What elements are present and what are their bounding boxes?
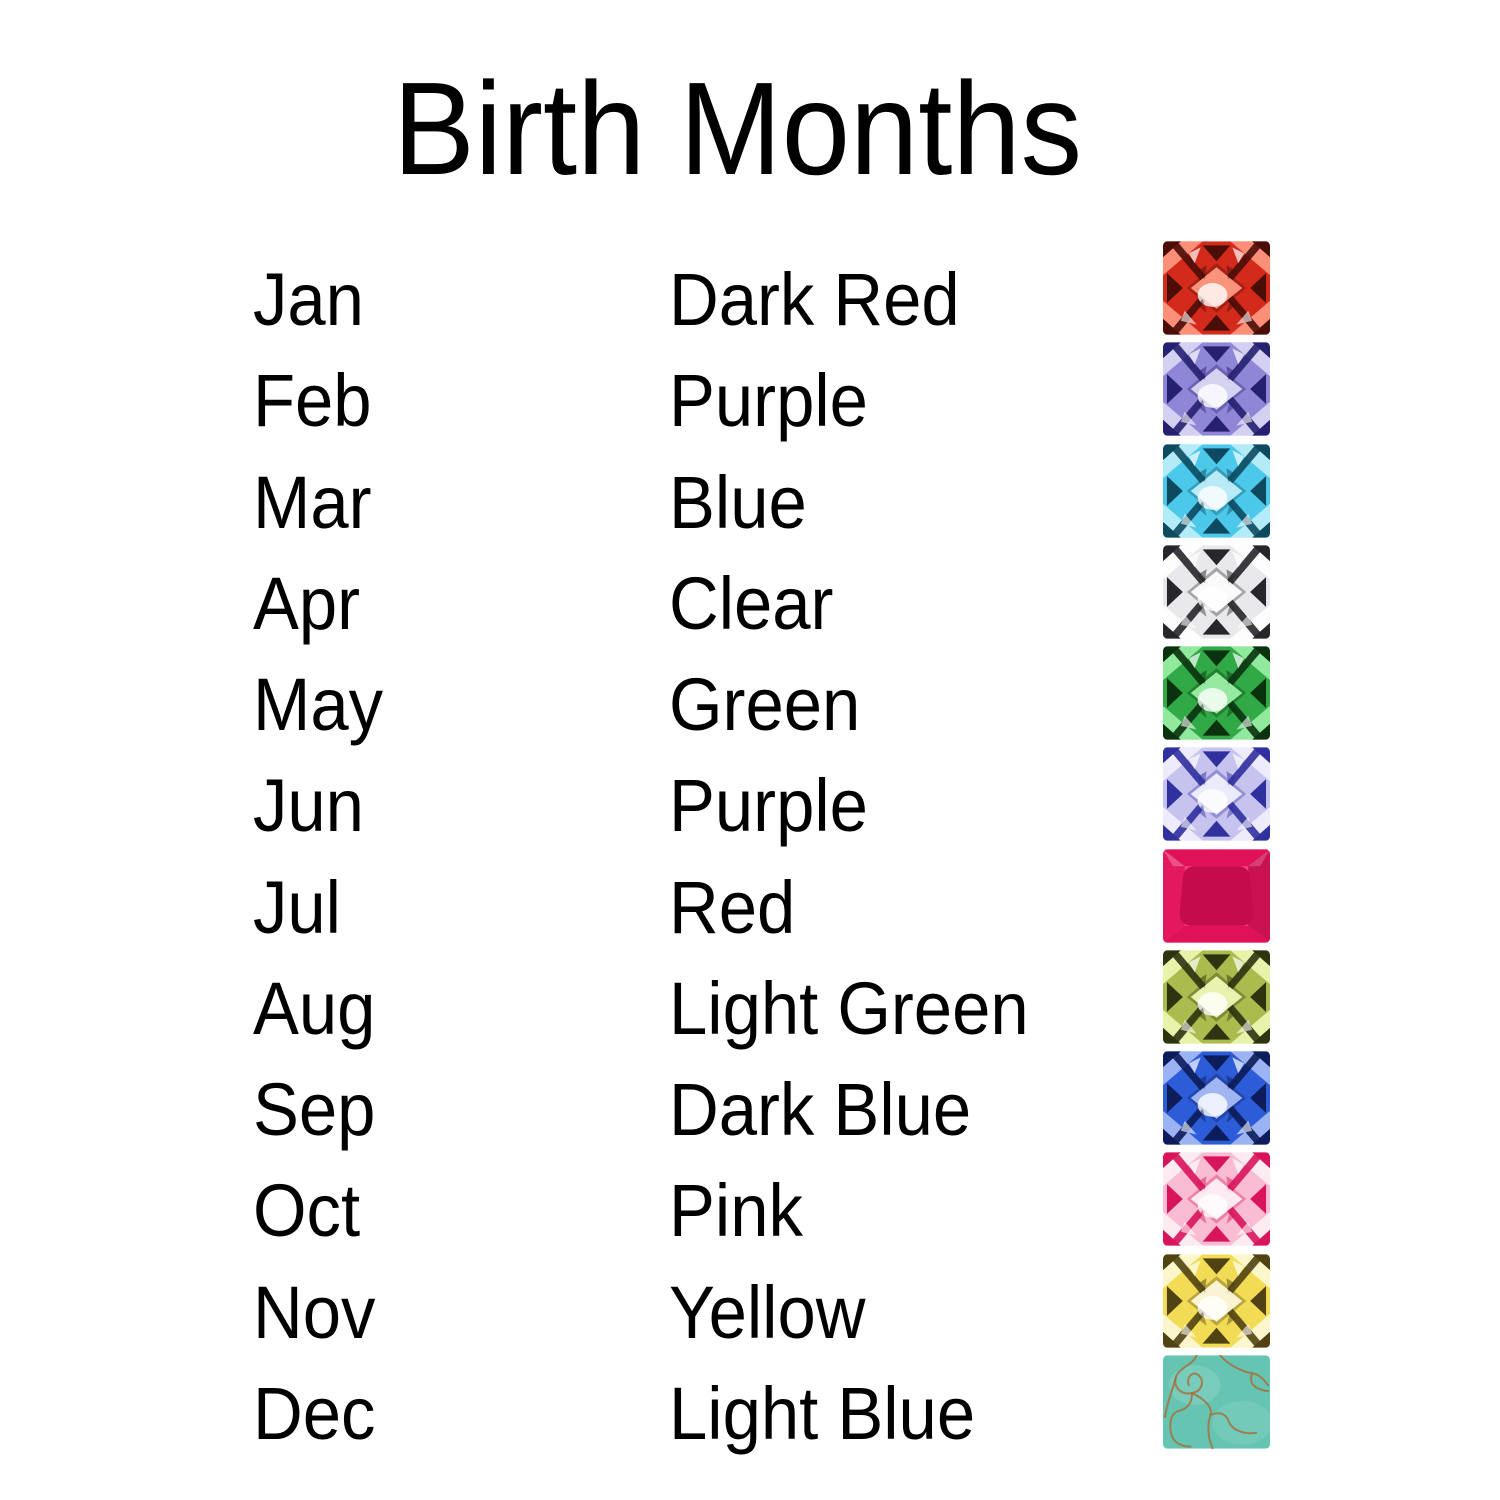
color-name-label: Dark Blue bbox=[669, 1068, 972, 1151]
color-name-label: Red bbox=[669, 866, 796, 949]
color-name-label: Green bbox=[669, 663, 861, 746]
table-row: Jan Dark Red bbox=[0, 238, 1500, 341]
table-row: Sep Dark Blue bbox=[0, 1048, 1500, 1151]
page-title: Birth Months bbox=[0, 63, 1474, 195]
month-label: Apr bbox=[253, 562, 361, 645]
month-label: Jun bbox=[253, 764, 364, 847]
jul-gem-icon bbox=[1163, 849, 1270, 943]
table-row: Jul Red bbox=[0, 846, 1500, 949]
oct-gem-icon bbox=[1163, 1152, 1270, 1246]
month-label: Feb bbox=[253, 359, 372, 442]
mar-gem-icon bbox=[1163, 444, 1270, 538]
table-row: Mar Blue bbox=[0, 441, 1500, 544]
table-row: Apr Clear bbox=[0, 542, 1500, 645]
apr-gem-icon bbox=[1163, 545, 1270, 639]
table-row: Dec Light Blue bbox=[0, 1352, 1500, 1455]
dec-gem-icon bbox=[1163, 1355, 1270, 1449]
color-name-label: Dark Red bbox=[669, 258, 960, 341]
table-row: Jun Purple bbox=[0, 744, 1500, 847]
nov-gem-icon bbox=[1163, 1254, 1270, 1348]
table-row: May Green bbox=[0, 643, 1500, 746]
month-label: May bbox=[253, 663, 384, 746]
page-title-text: Birth Months bbox=[392, 55, 1082, 202]
table-row: Nov Yellow bbox=[0, 1251, 1500, 1354]
color-name-label: Clear bbox=[669, 562, 834, 645]
month-label: Jan bbox=[253, 258, 364, 341]
color-name-label: Purple bbox=[669, 764, 868, 847]
month-label: Oct bbox=[253, 1169, 361, 1252]
month-label: Aug bbox=[253, 967, 376, 1050]
color-name-label: Light Green bbox=[669, 967, 1029, 1050]
jan-gem-icon bbox=[1163, 241, 1270, 335]
month-label: Sep bbox=[253, 1068, 376, 1151]
jun-gem-icon bbox=[1163, 747, 1270, 841]
month-label: Jul bbox=[253, 866, 341, 949]
may-gem-icon bbox=[1163, 646, 1270, 740]
color-name-label: Blue bbox=[669, 461, 807, 544]
month-label: Dec bbox=[253, 1372, 376, 1455]
table-row: Oct Pink bbox=[0, 1149, 1500, 1252]
color-name-label: Purple bbox=[669, 359, 868, 442]
sep-gem-icon bbox=[1163, 1051, 1270, 1145]
feb-gem-icon bbox=[1163, 342, 1270, 436]
month-label: Mar bbox=[253, 461, 372, 544]
table-row: Feb Purple bbox=[0, 339, 1500, 442]
color-name-label: Light Blue bbox=[669, 1372, 976, 1455]
color-name-label: Pink bbox=[669, 1169, 803, 1252]
table-row: Aug Light Green bbox=[0, 947, 1500, 1050]
color-name-label: Yellow bbox=[669, 1271, 866, 1354]
aug-gem-icon bbox=[1163, 950, 1270, 1044]
month-label: Nov bbox=[253, 1271, 376, 1354]
